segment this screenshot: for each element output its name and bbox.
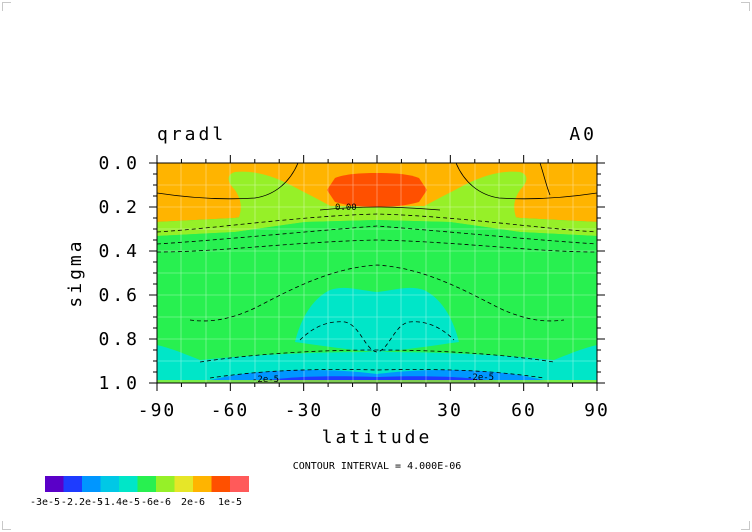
colorbar-label: 1e-5 [218, 497, 242, 508]
colorbar-swatch [174, 476, 194, 492]
chart-title-left: qradl [157, 124, 226, 145]
contour-lines [157, 163, 597, 379]
colorbar-labels: -3e-5 -2.2e-5 -1.4e-5 -6e-6 2e-6 1e-5 [30, 497, 242, 508]
contour-zero-left [157, 163, 299, 200]
contour-zero-top-left [539, 163, 551, 196]
colorbar-label: -6e-6 [141, 497, 171, 508]
plot-area: 0.00 -2e-5 -2e-5 [157, 163, 597, 385]
colorbar-swatch [100, 476, 120, 492]
contour-dashed-5 [299, 321, 455, 353]
x-tick-label: -30 [285, 400, 324, 421]
y-tick-labels: 0.0 0.2 0.4 0.6 0.8 1.0 [98, 153, 140, 394]
y-tick-label: 0.2 [98, 197, 140, 218]
x-tick-label: 90 [584, 400, 610, 421]
colorbar-label: 2e-6 [181, 497, 205, 508]
x-tick-label: -90 [138, 400, 177, 421]
corner-mark-bottom-right [741, 521, 750, 530]
contour-dashed-6 [199, 349, 555, 363]
colorbar-swatch [230, 476, 249, 492]
colorbar-swatch [45, 476, 64, 492]
colorbar-swatch [211, 476, 231, 492]
colorbar-label: -2.2e-5 [61, 497, 103, 508]
colorbar-swatch [63, 476, 83, 492]
contour-dashed-2 [157, 225, 597, 245]
contour-dashed-3 [157, 239, 597, 253]
contour-dashed-4 [189, 264, 565, 322]
colorbar [45, 476, 249, 492]
colorbar-swatch [156, 476, 175, 492]
colorbar-label: -3e-5 [30, 497, 60, 508]
contour-dashed-7 [209, 369, 545, 379]
x-tick-labels: -90 -60 -30 0 30 60 90 [138, 400, 610, 421]
x-axis-label: latitude [322, 427, 433, 448]
corner-mark-top-left [2, 2, 11, 11]
colorbar-swatch [119, 476, 138, 492]
x-tick-label: -60 [211, 400, 250, 421]
x-tick-label: 0 [371, 400, 384, 421]
y-tick-label: 0.8 [98, 329, 140, 350]
contour-interval-text: CONTOUR INTERVAL = 4.000E-06 [293, 461, 462, 472]
axis-ticks [149, 155, 605, 391]
contour-label-left: -2e-5 [252, 375, 279, 385]
y-axis-label: sigma [65, 238, 86, 307]
y-tick-label: 0.0 [98, 153, 140, 174]
y-tick-label: 0.4 [98, 241, 140, 262]
colorbar-swatch [82, 476, 101, 492]
colorbar-swatch [193, 476, 212, 492]
corner-mark-top-right [741, 2, 750, 11]
contour-label-zero: 0.00 [335, 203, 357, 213]
chart-title-right: A0 [569, 124, 597, 145]
x-tick-label: 30 [437, 400, 463, 421]
y-tick-label: 0.6 [98, 285, 140, 306]
contour-zero-right [455, 163, 597, 200]
field-yellow-green-right-tongue [420, 171, 527, 228]
x-tick-label: 60 [511, 400, 537, 421]
contour-label-right: -2e-5 [467, 373, 494, 383]
contour-zero-center [319, 206, 441, 211]
contour-dashed-1 [157, 213, 597, 233]
y-tick-label: 1.0 [98, 373, 140, 394]
colorbar-swatch [137, 476, 157, 492]
corner-mark-bottom-left [2, 521, 11, 530]
colorbar-label: -1.4e-5 [98, 497, 140, 508]
